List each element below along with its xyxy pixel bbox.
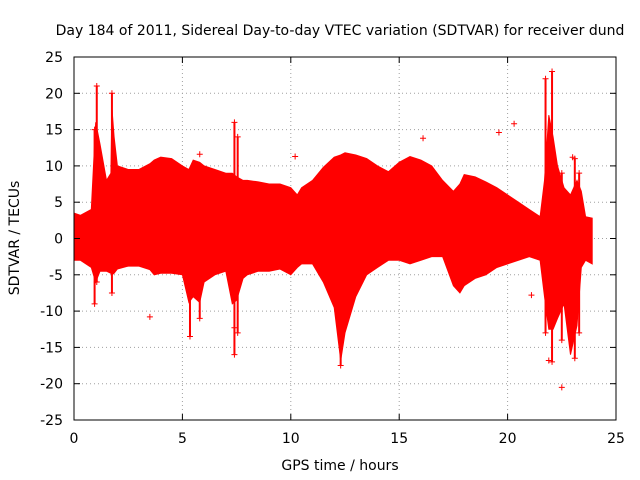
data-point <box>549 68 556 75</box>
data-point <box>545 357 552 364</box>
x-tick-label: 0 <box>70 431 79 447</box>
y-tick-label: 15 <box>45 123 63 139</box>
data-point <box>234 133 241 140</box>
data-point <box>196 151 203 158</box>
data-point <box>542 329 549 336</box>
y-tick-label: 20 <box>45 86 63 102</box>
data-point <box>511 120 518 127</box>
data-point <box>569 154 576 161</box>
data-point <box>93 279 100 286</box>
x-tick-label: 20 <box>499 431 517 447</box>
data-point <box>231 324 238 331</box>
data-point <box>549 358 556 365</box>
y-tick-label: -5 <box>49 268 63 284</box>
data-point <box>196 177 203 184</box>
y-tick-label: 5 <box>54 195 63 211</box>
data-point <box>542 75 549 82</box>
data-point <box>420 135 427 142</box>
data-point <box>91 300 98 307</box>
data-point <box>133 205 140 212</box>
data-point <box>292 153 299 160</box>
x-tick-label: 5 <box>178 431 187 447</box>
y-tick-label: 25 <box>45 50 63 66</box>
data-point <box>234 329 241 336</box>
chart-title: Day 184 of 2011, Sidereal Day-to-day VTE… <box>56 23 625 39</box>
data-point <box>337 191 344 198</box>
data-point <box>528 292 535 299</box>
y-tick-label: 0 <box>54 232 63 248</box>
data-point <box>93 83 100 90</box>
x-tick-label: 25 <box>607 431 625 447</box>
data-point <box>231 351 238 358</box>
y-tick-label: -10 <box>40 304 63 320</box>
grid-layer <box>74 57 616 420</box>
data-point <box>576 329 583 336</box>
data-point <box>571 355 578 362</box>
y-tick-label: -25 <box>40 413 63 429</box>
data-layer <box>73 68 593 391</box>
x-tick-label: 10 <box>282 431 300 447</box>
data-envelope <box>73 107 593 361</box>
x-tick-label: 15 <box>390 431 408 447</box>
data-point <box>186 333 193 340</box>
data-point <box>558 170 565 177</box>
data-point <box>108 90 115 97</box>
data-point <box>558 337 565 344</box>
data-point <box>146 313 153 320</box>
data-point <box>337 362 344 369</box>
x-axis-label: GPS time / hours <box>281 458 398 474</box>
y-axis-label: SDTVAR / TECUs <box>7 181 23 296</box>
data-point <box>108 289 115 296</box>
tick-layer <box>73 56 617 421</box>
data-point <box>558 384 565 391</box>
y-tick-label: -20 <box>40 377 63 393</box>
data-point <box>196 315 203 322</box>
data-point <box>186 191 193 198</box>
data-point <box>231 119 238 126</box>
data-point <box>495 129 502 136</box>
y-tick-label: -15 <box>40 340 63 356</box>
data-point <box>576 170 583 177</box>
y-tick-label: 10 <box>45 159 63 175</box>
